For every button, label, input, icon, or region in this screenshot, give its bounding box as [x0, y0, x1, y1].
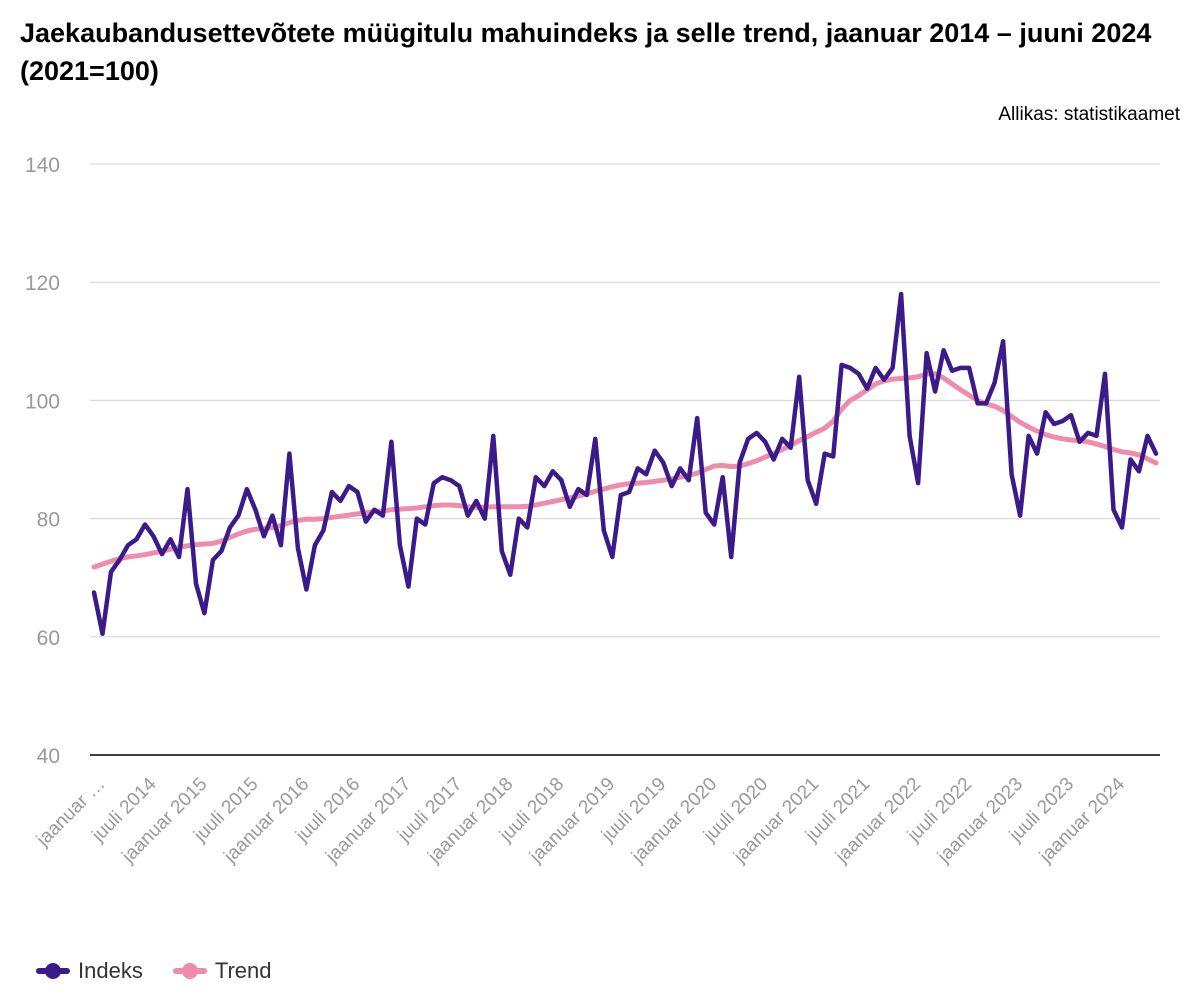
legend: Indeks Trend: [36, 958, 271, 984]
legend-marker-indeks: [36, 963, 70, 979]
y-tick-label: 120: [25, 272, 60, 295]
chart-title: Jaekaubandusettevõtete müügitulu mahuind…: [20, 18, 1152, 86]
y-tick-label: 140: [25, 154, 60, 177]
y-tick-label: 60: [37, 627, 60, 650]
legend-marker-trend: [172, 963, 207, 979]
legend-label-indeks: Indeks: [78, 958, 143, 983]
legend-item-trend[interactable]: Trend: [172, 958, 272, 984]
y-tick-label: 80: [37, 509, 60, 532]
series-line-trend[interactable]: [91, 371, 1159, 570]
source-label: Allikas: statistikaamet: [998, 104, 1180, 125]
series-line-indeks[interactable]: [91, 291, 1159, 637]
legend-label-trend: Trend: [214, 958, 272, 983]
y-tick-label: 100: [25, 390, 60, 413]
legend-item-indeks[interactable]: Indeks: [36, 958, 143, 984]
y-tick-label: 40: [37, 745, 60, 768]
